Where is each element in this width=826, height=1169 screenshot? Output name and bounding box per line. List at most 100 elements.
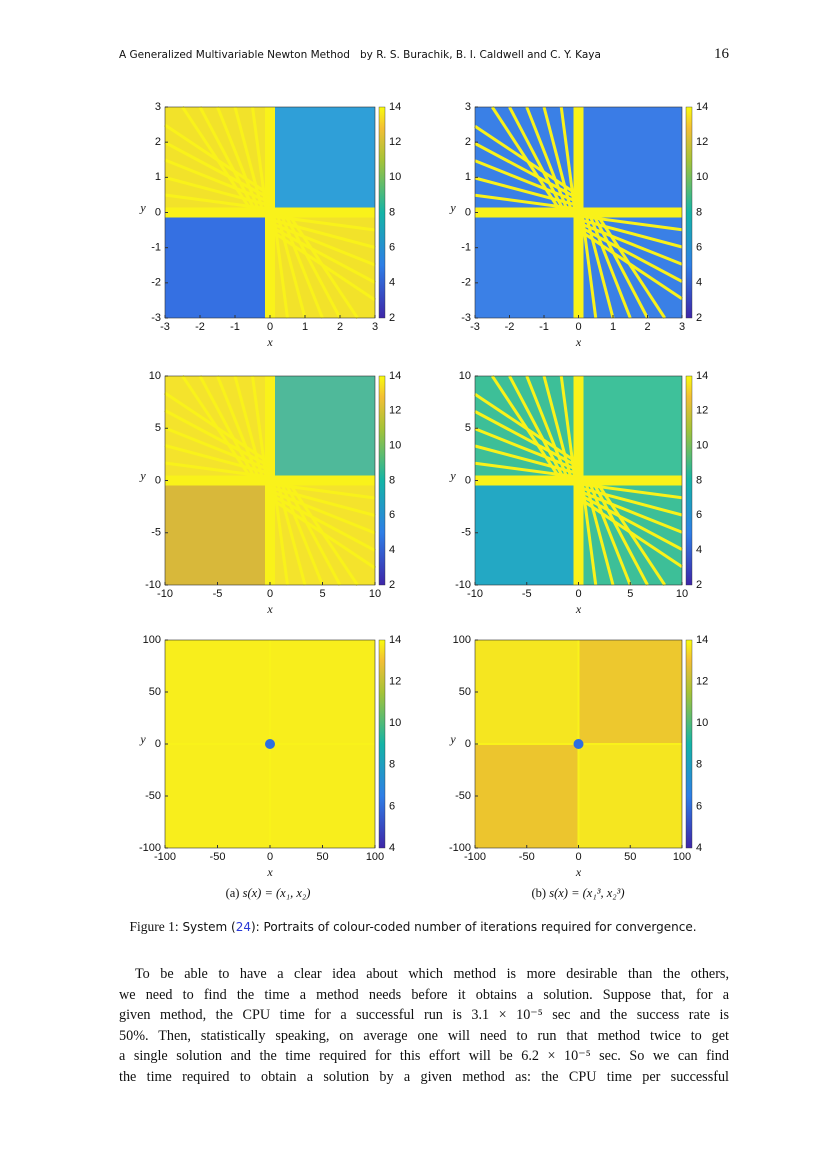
y-axis-label: y — [449, 732, 456, 746]
y-axis-label: y — [139, 200, 146, 214]
colorbar-tick-label: 6 — [696, 800, 702, 812]
subcaption: (b) s(x) = (x₁³, x₂³) — [532, 886, 625, 901]
petal-stripe — [590, 479, 649, 586]
caption-label: Figure 1: — [129, 919, 179, 934]
x-tick-label: 3 — [679, 321, 685, 333]
x-tick-label: 50 — [316, 851, 328, 863]
y-axis-label: y — [449, 200, 456, 214]
colorbar-tick-label: 6 — [696, 242, 702, 254]
petal-stripe — [269, 493, 376, 552]
equation-ref[interactable]: 24 — [235, 920, 251, 934]
colorbar-tick-label: 12 — [696, 676, 708, 688]
plot-quadrant — [578, 107, 682, 213]
x-axis-label: x — [266, 602, 273, 616]
y-tick-label: -50 — [145, 790, 161, 802]
petal-stripe — [164, 444, 271, 475]
subcaption: (a) s(x) = (x₁, x₂) — [226, 886, 311, 901]
colorbar-tick-label: 4 — [696, 544, 702, 556]
plot-quadrant — [578, 376, 682, 481]
colorbar-tick-label: 4 — [389, 842, 395, 854]
x-tick-label: -5 — [522, 588, 532, 600]
colorbar-tick-label: 2 — [696, 312, 702, 324]
subcaption-label: (a) — [225, 886, 240, 900]
colorbar-tick-label: 10 — [696, 171, 708, 183]
y-axis-label: y — [139, 468, 146, 482]
x-tick-label: 2 — [644, 321, 650, 333]
colorbar-tick-label: 8 — [389, 474, 395, 486]
x-tick-label: -10 — [157, 588, 173, 600]
colorbar-tick-label: 12 — [696, 405, 708, 417]
petal-stripe — [164, 176, 271, 207]
page-number: 16 — [714, 46, 729, 62]
y-tick-label: 0 — [155, 738, 161, 750]
x-tick-label: 50 — [624, 851, 636, 863]
x-tick-label: 1 — [610, 321, 616, 333]
text-line: 50%. Then, statistically speaking, on av… — [119, 1027, 729, 1044]
cross-band — [475, 207, 682, 218]
petal-stripe — [269, 489, 376, 535]
text-line: To be able to have a clear idea about wh… — [135, 966, 729, 982]
figure-caption: Figure 1: System (24): Portraits of colo… — [129, 919, 696, 935]
petal-stripe — [578, 217, 683, 249]
colorbar-tick-label: 6 — [389, 242, 395, 254]
x-tick-label: -1 — [539, 321, 549, 333]
petal-stripe — [269, 218, 376, 249]
y-tick-label: 5 — [155, 422, 161, 434]
petal-stripe — [474, 410, 580, 469]
petal-stripe — [542, 375, 574, 481]
petal-stripe — [164, 391, 271, 465]
x-tick-label: 10 — [676, 588, 688, 600]
plot-quadrant — [475, 744, 579, 848]
y-tick-label: 2 — [465, 136, 471, 148]
colorbar-tick-label: 14 — [389, 634, 401, 646]
x-tick-label: -50 — [519, 851, 535, 863]
plot-quadrant — [270, 107, 375, 213]
x-tick-label: -5 — [213, 588, 223, 600]
y-tick-label: -1 — [461, 242, 471, 254]
x-tick-label: -1 — [230, 321, 240, 333]
y-tick-label: -100 — [449, 842, 471, 854]
plot-quadrant — [270, 376, 375, 481]
y-tick-label: 0 — [465, 206, 471, 218]
y-tick-label: -50 — [455, 790, 471, 802]
plot-quadrant — [475, 480, 579, 585]
colorbar-tick-label: 4 — [696, 277, 702, 289]
petal-stripe — [233, 375, 265, 481]
x-tick-label: -2 — [505, 321, 515, 333]
text-line: the time required to obtain a solution b… — [119, 1068, 729, 1085]
x-tick-label: -100 — [464, 851, 486, 863]
cross-band — [475, 475, 682, 486]
y-tick-label: 10 — [459, 370, 471, 382]
text-line: given method, the CPU time for a success… — [119, 1007, 729, 1024]
petal-stripe — [275, 212, 307, 319]
text-line: we need to find the time a method needs … — [119, 986, 729, 1003]
y-tick-label: -1 — [151, 242, 161, 254]
colorbar-tick-label: 10 — [389, 440, 401, 452]
x-tick-label: -50 — [210, 851, 226, 863]
x-tick-label: 3 — [372, 321, 378, 333]
petal-stripe — [269, 221, 376, 267]
petal-stripe — [577, 221, 683, 266]
y-tick-label: 3 — [465, 101, 471, 113]
colorbar-tick-label: 2 — [389, 312, 395, 324]
x-tick-label: 100 — [673, 851, 691, 863]
y-axis-label: y — [139, 732, 146, 746]
paragraph: To be able to have a clear idea about wh… — [119, 964, 729, 1088]
petal-stripe — [578, 485, 683, 517]
y-tick-label: 0 — [465, 738, 471, 750]
plot-quadrant — [475, 212, 579, 318]
y-tick-label: -3 — [151, 312, 161, 324]
petal-stripe — [164, 141, 271, 200]
running-title: A Generalized Multivariable Newton Metho… — [119, 49, 601, 61]
x-tick-label: 10 — [369, 588, 381, 600]
cross-band — [165, 475, 375, 486]
colorbar-tick-label: 6 — [696, 509, 702, 521]
formula: s(x) = (x₁³, x₂³) — [549, 886, 625, 900]
colorbar — [378, 106, 386, 319]
colorbar — [685, 375, 693, 586]
plot-quadrant — [165, 640, 270, 744]
petal-stripe — [198, 375, 258, 482]
x-tick-label: 100 — [366, 851, 384, 863]
